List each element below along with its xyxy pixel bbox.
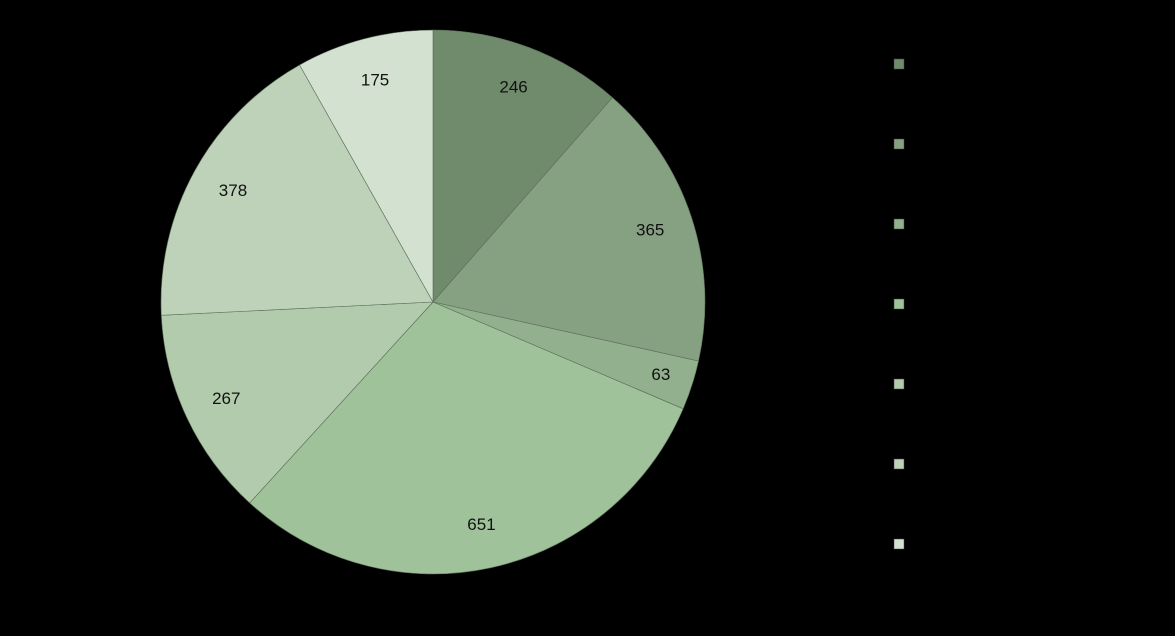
legend-marker <box>893 458 905 470</box>
legend-marker <box>893 378 905 390</box>
data-label: 63 <box>651 365 670 384</box>
data-label: 365 <box>636 221 664 240</box>
pie-slice <box>299 29 434 304</box>
legend-marker <box>893 218 905 230</box>
pie-slice <box>249 301 684 575</box>
pie-slice <box>432 97 706 362</box>
pie-slice <box>160 64 434 316</box>
legend-marker <box>893 298 905 310</box>
data-label: 246 <box>499 78 527 97</box>
pie-slice <box>432 29 613 303</box>
legend-marker <box>893 138 905 150</box>
legend-marker <box>893 538 905 550</box>
data-label: 175 <box>361 70 389 89</box>
data-label: 267 <box>212 389 240 408</box>
data-label: 378 <box>219 181 247 200</box>
pie-slice <box>161 301 434 504</box>
data-label: 651 <box>467 515 495 534</box>
legend-marker <box>893 58 905 70</box>
